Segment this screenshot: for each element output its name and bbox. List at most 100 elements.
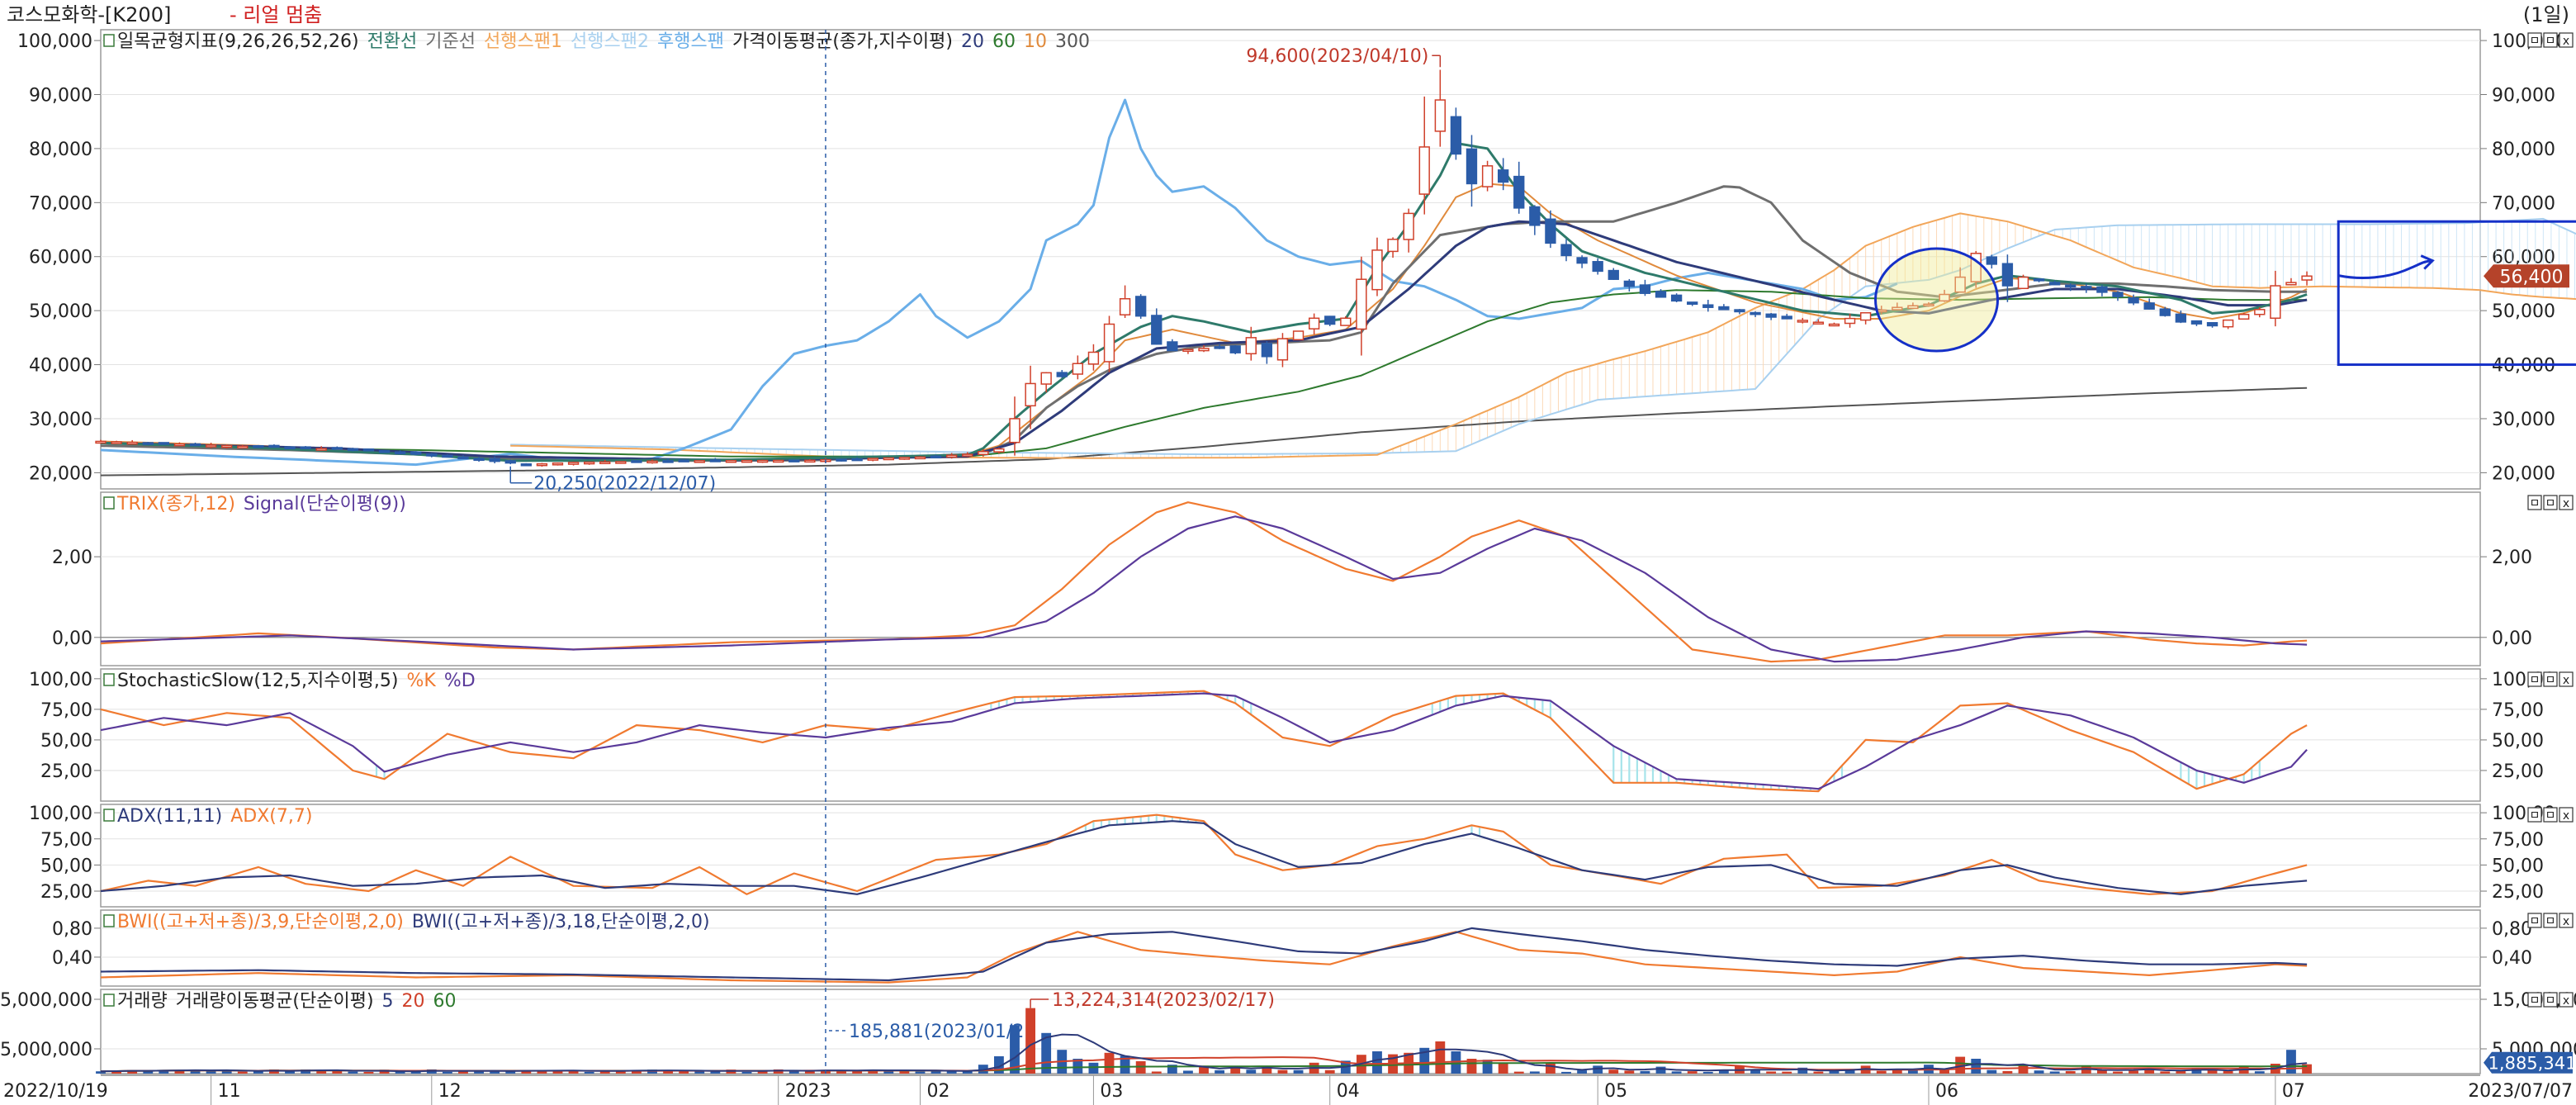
panel-close-button[interactable] xyxy=(2559,32,2574,48)
candle-body xyxy=(1198,348,1210,352)
candle-body xyxy=(504,460,516,464)
candle-body xyxy=(962,453,973,457)
panel-frame xyxy=(100,989,2481,1074)
panel-max-glyph[interactable]: ㅁ xyxy=(2545,674,2556,687)
volume-bar xyxy=(1593,1065,1603,1074)
candle-body xyxy=(1639,284,1651,294)
panel-max-glyph[interactable]: ㅁ xyxy=(2545,35,2556,48)
legend-entry: BWI((고+저+종)/3,18,단순이평,2,0) xyxy=(412,912,710,932)
candle-body xyxy=(2001,263,2014,287)
candle-body xyxy=(1797,320,1808,323)
panel-close-glyph[interactable]: x xyxy=(2563,994,2569,1008)
panel-restore-button[interactable] xyxy=(2527,32,2542,48)
y-tick-label-right: 0,80 xyxy=(2492,919,2532,940)
volume-bar xyxy=(174,1069,185,1074)
panel-max-button[interactable] xyxy=(2543,913,2558,928)
panel-max-glyph[interactable]: ㅁ xyxy=(2545,915,2556,928)
candle-body xyxy=(1151,315,1163,345)
panel-max-glyph[interactable]: ㅁ xyxy=(2545,994,2556,1008)
legend-toggle-icon[interactable] xyxy=(103,809,115,822)
panel-close-glyph[interactable]: x xyxy=(2563,809,2569,823)
volume-bar xyxy=(899,1069,910,1074)
legend-toggle-icon[interactable] xyxy=(103,34,115,47)
legend-toggle-icon[interactable] xyxy=(103,994,115,1007)
panel-restore-button[interactable] xyxy=(2527,913,2542,928)
drawn-ellipse[interactable] xyxy=(1874,247,2000,353)
panel-max-button[interactable] xyxy=(2543,992,2558,1008)
candle-body xyxy=(836,458,847,462)
panel-close-glyph[interactable]: x xyxy=(2563,915,2569,928)
candle-body xyxy=(725,459,737,463)
panel-restore-button[interactable] xyxy=(2527,671,2542,687)
y-tick-label-right: 50,00 xyxy=(2492,856,2544,876)
panel-max-button[interactable] xyxy=(2543,32,2558,48)
volume-bar xyxy=(1766,1071,1777,1074)
candle-body xyxy=(1702,304,1714,308)
candle-body xyxy=(2033,278,2045,282)
panel-restore-glyph[interactable]: ㅁ xyxy=(2530,809,2540,823)
candle-body xyxy=(1371,249,1383,291)
legend-toggle-icon[interactable] xyxy=(103,673,115,686)
panel-max-glyph[interactable]: ㅁ xyxy=(2545,809,2556,823)
volume-bar xyxy=(993,1056,1004,1074)
candle-body xyxy=(442,454,453,458)
candle-body xyxy=(2238,313,2250,320)
panel-max-glyph[interactable]: ㅁ xyxy=(2545,497,2556,510)
panel-close-glyph[interactable]: x xyxy=(2563,497,2569,510)
panel-restore-glyph[interactable]: ㅁ xyxy=(2530,994,2540,1008)
candle-body xyxy=(1765,313,1777,318)
panel-close-button[interactable] xyxy=(2559,495,2574,510)
drawn-arrow-head[interactable] xyxy=(2420,254,2435,270)
panel-restore-glyph[interactable]: ㅁ xyxy=(2530,915,2540,928)
legend-toggle-icon[interactable] xyxy=(103,914,115,927)
volume-bar xyxy=(1010,1025,1020,1074)
candle-body xyxy=(1655,291,1667,298)
volume-bar xyxy=(1262,1066,1272,1074)
panel-restore-glyph[interactable]: ㅁ xyxy=(2530,674,2540,687)
volume-bar xyxy=(1750,1069,1760,1074)
panel-close-button[interactable] xyxy=(2559,807,2574,823)
candle-body xyxy=(2096,286,2108,293)
volume-bar xyxy=(410,1071,421,1074)
volume-bar xyxy=(741,1071,752,1074)
drawn-box[interactable] xyxy=(2337,220,2576,367)
panel-close-glyph[interactable]: x xyxy=(2563,674,2569,687)
legend-entry: 60 xyxy=(992,31,1016,52)
volume-bar xyxy=(537,1069,547,1074)
panel-restore-button[interactable] xyxy=(2527,992,2542,1008)
candle-body xyxy=(1056,372,1068,377)
panel-max-button[interactable] xyxy=(2543,495,2558,510)
candle-body xyxy=(694,460,705,463)
panel-close-glyph[interactable]: x xyxy=(2563,35,2569,48)
x-tick-label: 03 xyxy=(1100,1081,1123,1102)
legend-toggle-icon[interactable] xyxy=(103,496,115,510)
volume-bar xyxy=(1655,1066,1666,1074)
candle-body xyxy=(1954,276,1966,293)
panel-max-button[interactable] xyxy=(2543,807,2558,823)
candle-body xyxy=(362,448,375,452)
panel-restore-glyph[interactable]: ㅁ xyxy=(2530,35,2540,48)
panel-restore-button[interactable] xyxy=(2527,495,2542,510)
panel-close-button[interactable] xyxy=(2559,913,2574,928)
candle-body xyxy=(1103,323,1115,363)
volume-bar xyxy=(206,1070,216,1074)
y-tick-label-left: 90,000 xyxy=(29,85,92,106)
panel-restore-button[interactable] xyxy=(2527,807,2542,823)
candle-body xyxy=(2128,296,2139,304)
y-tick-label-left: 0,00 xyxy=(52,628,92,649)
volume-bar xyxy=(2097,1069,2107,1074)
legend-entry: BWI((고+저+종)/3,9,단순이평,2,0) xyxy=(117,912,404,932)
panel-close-button[interactable] xyxy=(2559,992,2574,1008)
panel-max-button[interactable] xyxy=(2543,671,2558,687)
drawn-arrow[interactable] xyxy=(2337,259,2432,279)
panel-restore-glyph[interactable]: ㅁ xyxy=(2530,497,2540,510)
candle-body xyxy=(284,446,296,450)
candle-body xyxy=(1828,323,1840,327)
panel-close-button[interactable] xyxy=(2559,671,2574,687)
x-tick-label: 2023/07/07 xyxy=(2468,1081,2573,1102)
candle-body xyxy=(1040,372,1052,385)
y-tick-label-left: 25,00 xyxy=(40,882,92,903)
y-tick-label-left: 2,00 xyxy=(52,548,92,568)
y-tick-label-right: 40,000 xyxy=(2492,356,2555,377)
